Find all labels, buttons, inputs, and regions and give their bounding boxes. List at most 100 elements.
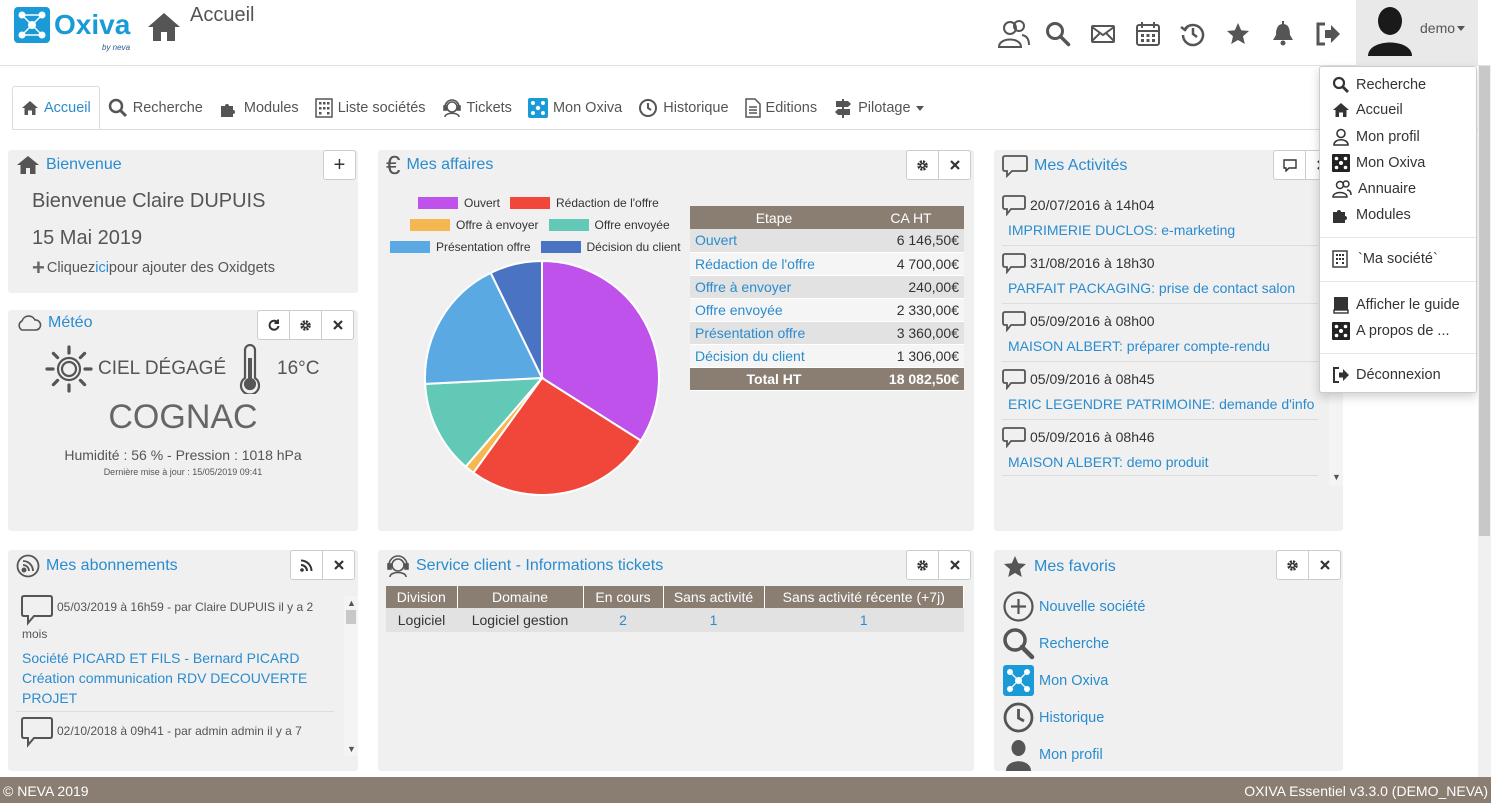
tab-recherche[interactable]: Recherche — [100, 86, 211, 130]
subscriptions-scrollbar[interactable]: ▲ ▼ — [344, 596, 358, 756]
favorite-label[interactable]: Mon Oxiva — [1039, 672, 1109, 689]
calendar-icon[interactable] — [1125, 14, 1170, 54]
star-icon[interactable] — [1215, 14, 1260, 54]
activity-item[interactable]: 31/08/2016 à 18h30 PARFAIT PACKAGING: pr… — [1002, 250, 1318, 304]
history-icon[interactable] — [1170, 14, 1215, 54]
subscription-line[interactable]: PROJET — [22, 690, 78, 706]
activity-link[interactable]: IMPRIMERIE DUCLOS: e-marketing — [1008, 222, 1236, 238]
page-scrollbar-thumb[interactable] — [1479, 66, 1490, 536]
table-row: Rédaction de l'offre 4 700,00€ — [690, 252, 964, 276]
etape-link[interactable]: Ouvert — [690, 229, 858, 253]
settings-button[interactable] — [289, 310, 322, 340]
add-button[interactable]: + — [323, 150, 356, 180]
affaires-table: Etape CA HT Ouvert 6 146,50€ Rédaction de… — [690, 206, 964, 391]
tab-editions[interactable]: Editions — [737, 86, 826, 130]
tab-modules[interactable]: Modules — [211, 86, 307, 130]
settings-button[interactable] — [906, 150, 939, 180]
favorite-label[interactable]: Mon profil — [1039, 746, 1103, 763]
menu-item-a-propos[interactable]: A propos de ... — [1332, 322, 1450, 340]
sans-activite-link[interactable]: 1 — [663, 608, 764, 632]
menu-item-accueil[interactable]: Accueil — [1332, 102, 1403, 118]
ca-value: 4 700,00€ — [858, 252, 964, 276]
scrollbar-thumb[interactable] — [346, 610, 356, 624]
pie-slice-2[interactable] — [471, 376, 643, 496]
settings-button[interactable] — [1276, 550, 1309, 580]
en-cours-link[interactable]: 2 — [583, 608, 663, 632]
subscription-item[interactable]: 02/10/2018 à 09h41 - par admin admin il … — [16, 714, 334, 771]
subscription-line[interactable]: Création communication RDV DECOUVERTE — [22, 670, 308, 686]
menu-item-annuaire[interactable]: Annuaire — [1332, 180, 1416, 198]
etape-link[interactable]: Offre à envoyer — [690, 275, 858, 299]
chevron-down-icon[interactable]: ▼ — [347, 744, 356, 754]
activity-item[interactable]: 05/09/2016 à 08h45 ERIC LEGENDRE PATRIMO… — [1002, 366, 1318, 420]
oxiva-logo[interactable]: Oxiva by neva — [12, 5, 137, 57]
etape-link[interactable]: Décision du client — [690, 344, 858, 368]
close-icon — [333, 560, 344, 570]
activity-link[interactable]: MAISON ALBERT: demo produit — [1008, 454, 1209, 470]
hint-link[interactable]: ici — [95, 260, 109, 276]
tab-mon-oxiva[interactable]: Mon Oxiva — [520, 86, 630, 130]
logout-icon[interactable] — [1305, 14, 1350, 54]
activity-item[interactable]: 05/09/2016 à 08h00 MAISON ALBERT: prépar… — [1002, 308, 1318, 362]
favorite-item[interactable]: Recherche — [1002, 627, 1109, 660]
refresh-button[interactable] — [257, 310, 290, 340]
close-button[interactable] — [321, 310, 354, 340]
activity-link[interactable]: MAISON ALBERT: préparer compte-rendu — [1008, 338, 1270, 354]
etape-link[interactable]: Offre envoyée — [690, 298, 858, 322]
chevron-down-icon — [915, 105, 924, 111]
search-icon[interactable] — [1035, 14, 1080, 54]
menu-item-mon-oxiva[interactable]: Mon Oxiva — [1332, 154, 1425, 172]
menu-item-modules[interactable]: Modules — [1332, 206, 1411, 224]
favorite-item[interactable]: Nouvelle société — [1002, 590, 1145, 623]
favorite-label[interactable]: Nouvelle société — [1039, 598, 1146, 615]
home-icon[interactable] — [146, 10, 182, 44]
user-menu-toggle[interactable]: demo — [1356, 0, 1478, 66]
close-button[interactable] — [938, 550, 971, 580]
favorite-label[interactable]: Recherche — [1039, 635, 1110, 652]
mail-icon[interactable] — [1080, 14, 1125, 54]
chevron-down-icon[interactable]: ▼ — [1332, 472, 1341, 482]
contacts-icon[interactable] — [990, 14, 1035, 54]
menu-item-ma-societe[interactable]: `Ma société` — [1332, 250, 1438, 268]
tab-tickets[interactable]: Tickets — [434, 86, 520, 130]
panel-title: Mes favoris — [1034, 558, 1116, 575]
menu-item-deconnexion[interactable]: Déconnexion — [1332, 367, 1441, 383]
menu-item-mon-profil[interactable]: Mon profil — [1332, 128, 1420, 146]
favorite-item[interactable]: Mon Oxiva — [1002, 664, 1108, 697]
activity-link[interactable]: PARFAIT PACKAGING: prise de contact salo… — [1008, 280, 1296, 296]
subscription-link[interactable]: Société PICARD ET FILS - Bernard PICARD … — [22, 648, 307, 708]
subscription-item[interactable]: 05/03/2019 à 16h59 - par Claire DUPUIS i… — [16, 590, 334, 712]
favorite-item[interactable]: Mon profil — [1002, 738, 1103, 771]
bell-icon[interactable] — [1260, 14, 1305, 54]
settings-button[interactable] — [906, 550, 939, 580]
activity-item[interactable]: 05/09/2016 à 08h46 MAISON ALBERT: demo p… — [1002, 424, 1318, 476]
sans-activite-recente-link[interactable]: 1 — [764, 608, 964, 632]
total-value: 18 082,50€ — [858, 367, 964, 391]
menu-item-recherche[interactable]: Recherche — [1332, 76, 1426, 94]
chevron-up-icon[interactable]: ▲ — [347, 598, 356, 608]
tab-liste-societes[interactable]: Liste sociétés — [307, 86, 434, 130]
subscription-line[interactable]: Société PICARD ET FILS - Bernard PICARD — [22, 650, 300, 666]
etape-link[interactable]: Rédaction de l'offre — [690, 252, 858, 276]
menu-item-afficher-guide[interactable]: Afficher le guide — [1332, 296, 1460, 314]
favorite-label[interactable]: Historique — [1039, 709, 1105, 726]
activity-item[interactable]: 20/07/2016 à 14h04 IMPRIMERIE DUCLOS: e-… — [1002, 192, 1318, 246]
tickets-panel: Service client - Informations tickets Di… — [378, 550, 974, 771]
pie-slice-4[interactable] — [424, 376, 545, 469]
close-button[interactable] — [322, 550, 355, 580]
etape-link[interactable]: Présentation offre — [690, 321, 858, 345]
tab-accueil[interactable]: Accueil — [12, 86, 100, 130]
pie-slice-6[interactable] — [489, 259, 543, 379]
panel-title: Service client - Informations tickets — [416, 557, 664, 574]
activity-link[interactable]: ERIC LEGENDRE PATRIMOINE: demande d'info — [1008, 396, 1315, 412]
tab-pilotage[interactable]: Pilotage — [825, 86, 931, 130]
tab-historique[interactable]: Historique — [630, 86, 736, 130]
comment-button[interactable] — [1273, 150, 1306, 180]
close-button[interactable] — [938, 150, 971, 180]
footer-copyright: © NEVA 2019 — [3, 783, 89, 799]
rss-button[interactable] — [290, 550, 323, 580]
close-button[interactable] — [1308, 550, 1341, 580]
pie-slice-5[interactable] — [424, 271, 544, 385]
comment-icon — [20, 716, 54, 753]
favorite-item[interactable]: Historique — [1002, 701, 1104, 734]
